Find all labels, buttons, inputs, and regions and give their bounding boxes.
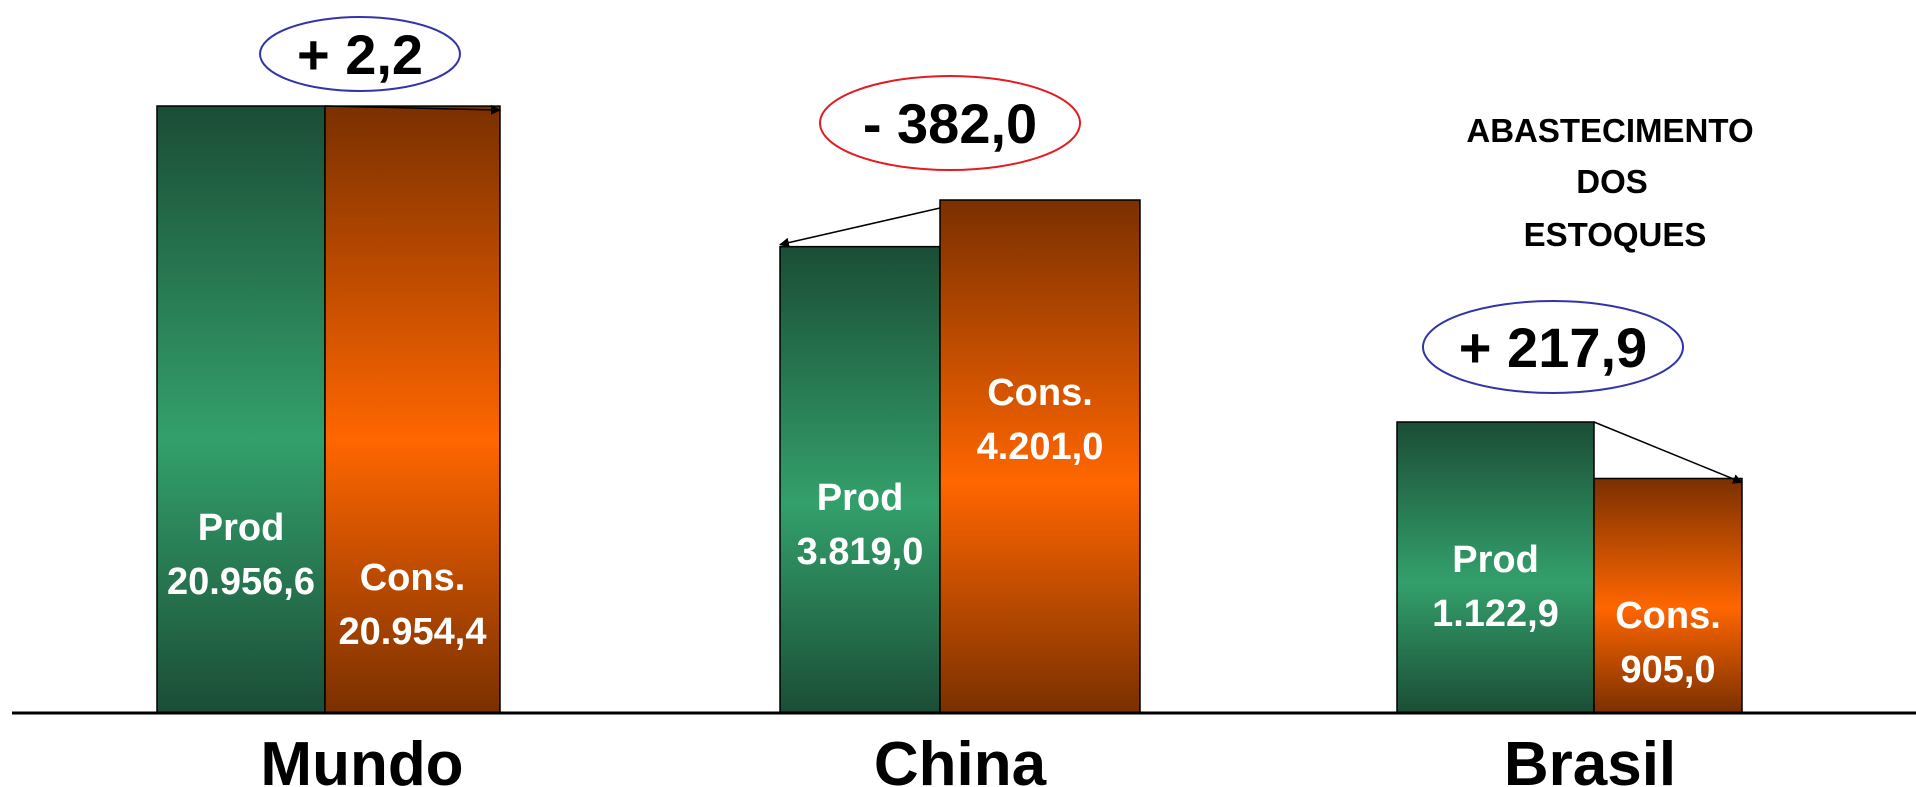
diff-value-brasil: + 217,9 xyxy=(1459,316,1647,379)
bars-layer xyxy=(156,105,1743,714)
bar-value-cons-mundo: 20.954,4 xyxy=(339,611,487,653)
diff-ellipse-mundo xyxy=(259,16,461,92)
bar-value-prod-brasil: 1.122,9 xyxy=(1432,593,1559,635)
annotation-line-3: ESTOQUES xyxy=(1524,216,1707,253)
arrows-layer xyxy=(324,104,1743,484)
bar-cons-mundo xyxy=(324,105,501,714)
annotation-line-2: DOS xyxy=(1576,163,1648,200)
diff-value-mundo: + 2,2 xyxy=(297,23,423,86)
bar-label-cons-brasil: Cons. xyxy=(1615,595,1721,637)
bar-label-prod-brasil: Prod xyxy=(1452,539,1539,581)
bar-value-cons-brasil: 905,0 xyxy=(1620,649,1715,691)
bar-label-prod-china: Prod xyxy=(817,477,904,519)
bar-value-prod-mundo: 20.956,6 xyxy=(167,561,315,603)
bar-label-cons-mundo: Cons. xyxy=(360,557,466,599)
diff-arrow-brasil xyxy=(1593,421,1743,484)
diff-value-china: - 382,0 xyxy=(863,92,1037,155)
annotation-line-1: ABASTECIMENTO xyxy=(1466,112,1753,149)
bar-cons-china xyxy=(939,199,1141,714)
bar-prod-china xyxy=(779,245,941,714)
bar-label-cons-china: Cons. xyxy=(987,372,1093,414)
bar-prod-mundo xyxy=(156,105,326,714)
diff-arrow-mundo xyxy=(324,104,501,115)
category-label-mundo: Mundo xyxy=(260,730,463,787)
diff-arrow-china xyxy=(779,207,941,248)
bar-label-prod-mundo: Prod xyxy=(198,507,285,549)
category-label-brasil: Brasil xyxy=(1504,730,1676,787)
bar-cons-brasil xyxy=(1593,477,1743,714)
diff-ellipse-china xyxy=(819,75,1081,171)
bar-value-prod-china: 3.819,0 xyxy=(797,531,924,573)
bar-value-cons-china: 4.201,0 xyxy=(977,426,1104,468)
category-label-china: China xyxy=(874,730,1047,787)
labels-layer: Prod 20.956,6 Cons. 20.954,4 + 2,2 Mundo Prod 3… xyxy=(167,16,1721,787)
diff-ellipse-brasil xyxy=(1422,300,1684,394)
bar-prod-brasil xyxy=(1396,421,1595,714)
stock-annotation: ABASTECIMENTO DOS ESTOQUES xyxy=(1466,112,1753,253)
